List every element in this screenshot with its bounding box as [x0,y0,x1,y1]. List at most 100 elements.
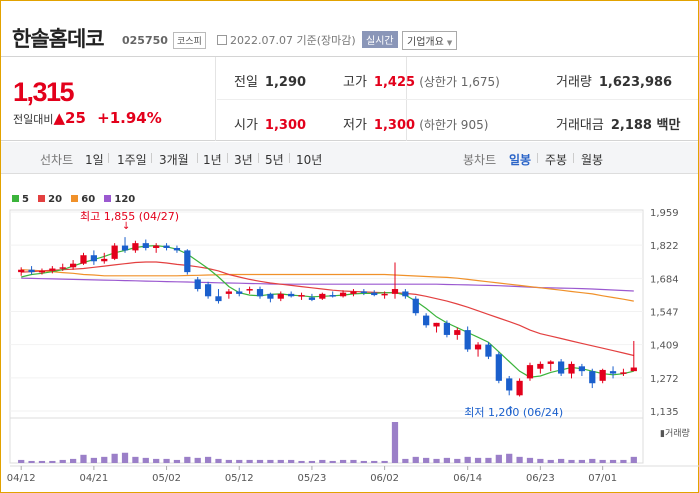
candle [80,255,87,264]
volume-bar [568,459,575,463]
stat-prev-label: 전일 [234,75,258,90]
candle [609,371,617,374]
period-weekly[interactable]: 주봉 [545,153,568,167]
volume-bar [630,456,637,463]
range-5y[interactable]: 5년 [265,153,284,167]
volume-bar [80,454,87,463]
current-price: 1,315 [13,77,75,107]
stat-volume-label: 거래량 [556,75,592,90]
candle [599,369,606,381]
legend-ma5-label: 5 [22,194,29,205]
volume-bar [433,458,440,463]
candle [630,367,637,372]
volume-bar [173,459,181,463]
stock-name[interactable]: 한솔홈데코 [12,27,105,51]
candle [49,268,56,271]
range-10y[interactable]: 10년 [296,153,323,167]
divider [573,153,574,163]
change-label: 전일대비 [13,113,54,126]
candle [485,344,492,357]
candle [423,315,430,326]
volume-bar [132,456,139,463]
down-arrow-icon: ↓ [122,221,130,232]
stat-low-label: 저가 [343,118,367,133]
candle [194,279,201,290]
candle [90,255,97,262]
candle [121,245,129,251]
candle [69,263,77,268]
stat-high-limit: (상한가 1,675) [419,75,500,89]
stat-high-value: 1,425 [373,75,416,90]
price-box: 1,315 전일대비▲25 +1.94% [1,57,216,141]
y-tick-label: 1,684 [650,274,679,285]
candle [256,289,264,297]
corp-overview-dropdown[interactable]: 기업개요 ▼ [402,31,458,50]
candle [506,378,513,391]
stat-open-value: 1,300 [264,118,307,133]
low-annotation: 최저 1,200 (06/24) [464,406,563,419]
stat-low-value: 1,300 [373,118,416,133]
volume-bar [111,453,118,463]
candle [111,245,118,259]
volume-bar [537,458,544,463]
volume-bar [204,456,212,463]
candle [381,293,388,296]
divider [537,153,538,163]
legend-ma5: 5 [12,194,29,205]
range-3m[interactable]: 3개월 [159,153,189,167]
volume-bar [350,459,357,463]
live-button[interactable]: 실시간 [362,31,398,48]
period-monthly[interactable]: 월봉 [581,153,604,167]
candle [547,361,554,364]
volume-bar [412,456,419,463]
volume-bar [360,460,367,463]
volume-bar [516,456,523,463]
x-tick-label: 05/12 [225,473,254,484]
volume-bar [267,459,274,463]
volume-bar [339,459,347,463]
volume-bar [371,460,378,463]
candle [298,295,305,297]
legend-ma60-label: 60 [81,194,96,205]
y-tick-label: 1,135 [650,407,679,418]
candle [620,372,627,374]
change-row: 전일대비▲25 +1.94% [13,109,162,127]
candle-chart-label: 봉차트 [463,153,497,167]
volume-bar [599,459,606,463]
range-1d[interactable]: 1일 [85,153,104,167]
volume-bar [38,460,46,463]
stock-code: 025750 [122,34,168,47]
stat-amount-value: 2,188 백만 [610,118,681,133]
divider [151,153,152,163]
volume-label: ▮거래량 [660,427,690,439]
range-3y[interactable]: 3년 [234,153,253,167]
volume-bar [319,459,326,463]
volume-bar [423,457,430,463]
volume-bar [589,458,596,463]
summary-panel: 1,315 전일대비▲25 +1.94% 전일 1,290 고가 1,425 (상한… [1,57,698,141]
volume-bar [90,457,97,463]
period-daily[interactable]: 일봉 [509,153,532,167]
volume-bar [391,422,399,463]
candle [225,291,232,294]
candle [412,298,419,314]
volume-bar [474,457,482,463]
volume-bar [609,459,617,463]
candle [516,380,523,396]
legend-swatch [71,195,79,202]
y-tick-label: 1,822 [650,241,679,252]
line-chart-label: 선차트 [40,153,74,167]
range-1w[interactable]: 1주일 [117,153,147,167]
volume-bar [194,457,201,463]
range-1y[interactable]: 1년 [203,153,222,167]
volume-bar [69,458,77,463]
candle [443,322,451,335]
date-text: 2022.07.07 기준(장마감) [230,34,356,47]
candle [173,247,181,251]
date-label: 2022.07.07 기준(장마감) [217,32,356,48]
candle [558,361,565,374]
candle [142,243,149,248]
volume-bar [526,457,534,463]
candle [236,291,243,294]
